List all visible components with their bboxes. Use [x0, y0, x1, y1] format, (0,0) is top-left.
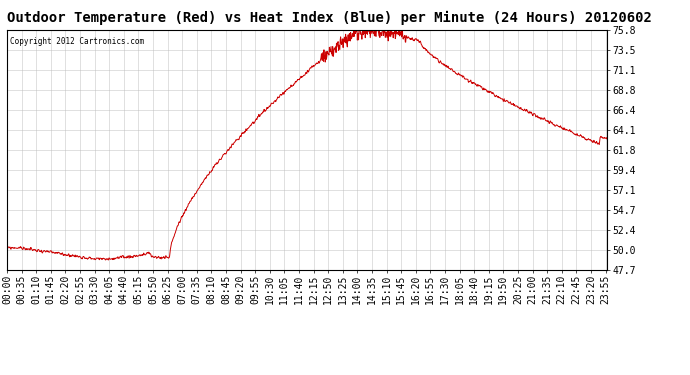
Text: Outdoor Temperature (Red) vs Heat Index (Blue) per Minute (24 Hours) 20120602: Outdoor Temperature (Red) vs Heat Index …	[7, 11, 652, 26]
Text: Copyright 2012 Cartronics.com: Copyright 2012 Cartronics.com	[10, 37, 144, 46]
